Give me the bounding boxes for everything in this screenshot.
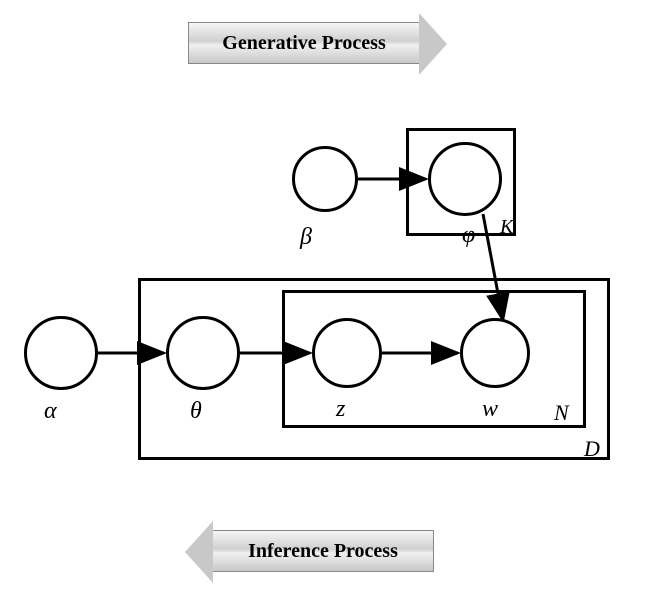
node-alpha-label: α <box>44 398 57 425</box>
arrow-left-icon <box>185 521 213 583</box>
plate-N-label: N <box>554 400 569 426</box>
node-z <box>312 318 382 388</box>
plate-K-label: K <box>500 216 513 239</box>
plate-D-label: D <box>584 436 600 462</box>
diagram-canvas: Generative Process K D N β φ α θ z w Inf… <box>0 0 668 602</box>
node-theta <box>166 316 240 390</box>
node-phi <box>428 142 502 216</box>
node-theta-label: θ <box>190 398 202 425</box>
node-phi-label: φ <box>462 222 475 249</box>
node-beta <box>292 146 358 212</box>
node-alpha <box>24 316 98 390</box>
node-beta-label: β <box>300 224 312 251</box>
node-z-label: z <box>336 396 345 423</box>
inference-arrow: Inference Process <box>212 530 434 572</box>
generative-arrow: Generative Process <box>188 22 420 64</box>
node-w-label: w <box>482 396 498 423</box>
arrow-right-icon <box>419 13 447 75</box>
generative-label: Generative Process <box>222 32 385 55</box>
inference-label: Inference Process <box>248 540 398 563</box>
node-w <box>460 318 530 388</box>
